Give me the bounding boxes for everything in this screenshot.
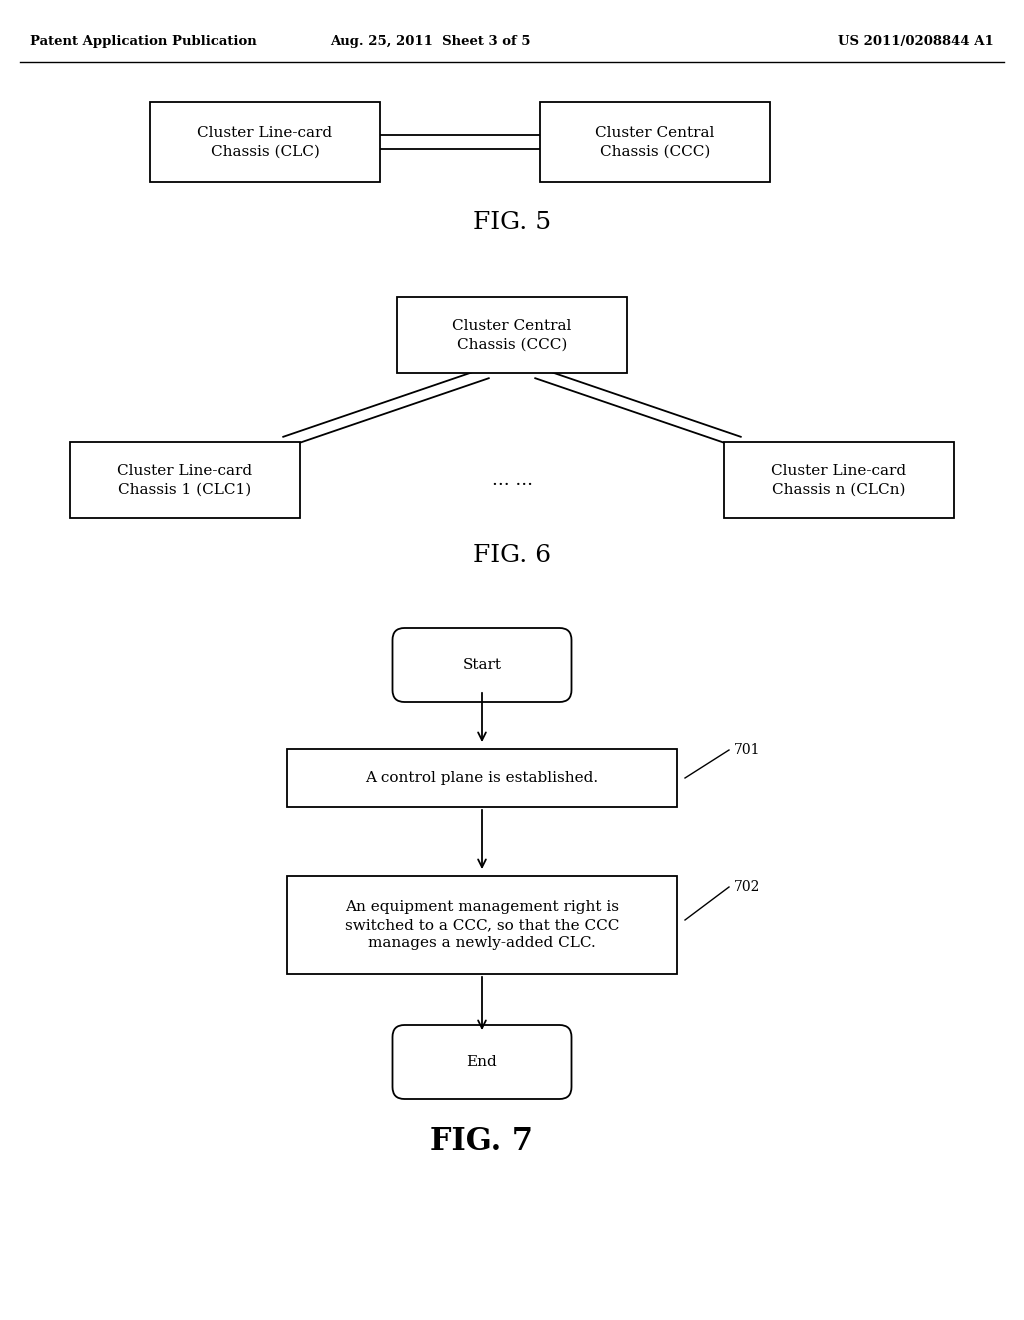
FancyBboxPatch shape: [392, 628, 571, 702]
Text: FIG. 6: FIG. 6: [473, 544, 551, 566]
Text: Aug. 25, 2011  Sheet 3 of 5: Aug. 25, 2011 Sheet 3 of 5: [330, 36, 530, 49]
FancyBboxPatch shape: [540, 102, 770, 182]
Text: Cluster Central
Chassis (CCC): Cluster Central Chassis (CCC): [453, 319, 571, 351]
Text: FIG. 7: FIG. 7: [430, 1126, 534, 1158]
FancyBboxPatch shape: [397, 297, 627, 374]
FancyBboxPatch shape: [724, 442, 954, 517]
Text: Cluster Central
Chassis (CCC): Cluster Central Chassis (CCC): [595, 125, 715, 158]
FancyBboxPatch shape: [150, 102, 380, 182]
Text: Patent Application Publication: Patent Application Publication: [30, 36, 257, 49]
Text: 701: 701: [734, 743, 761, 756]
Text: Cluster Line-card
Chassis (CLC): Cluster Line-card Chassis (CLC): [198, 125, 333, 158]
FancyBboxPatch shape: [392, 1026, 571, 1100]
FancyBboxPatch shape: [287, 876, 677, 974]
Text: FIG. 5: FIG. 5: [473, 210, 551, 234]
Text: Cluster Line-card
Chassis 1 (CLC1): Cluster Line-card Chassis 1 (CLC1): [118, 463, 253, 496]
Text: End: End: [467, 1055, 498, 1069]
FancyBboxPatch shape: [70, 442, 300, 517]
Text: A control plane is established.: A control plane is established.: [366, 771, 599, 785]
Text: Start: Start: [463, 657, 502, 672]
Text: Cluster Line-card
Chassis n (CLCn): Cluster Line-card Chassis n (CLCn): [771, 463, 906, 496]
FancyBboxPatch shape: [287, 748, 677, 807]
Text: US 2011/0208844 A1: US 2011/0208844 A1: [839, 36, 994, 49]
Text: 702: 702: [734, 880, 761, 894]
Text: ... ...: ... ...: [492, 471, 532, 488]
Text: An equipment management right is
switched to a CCC, so that the CCC
manages a ne: An equipment management right is switche…: [345, 900, 620, 950]
